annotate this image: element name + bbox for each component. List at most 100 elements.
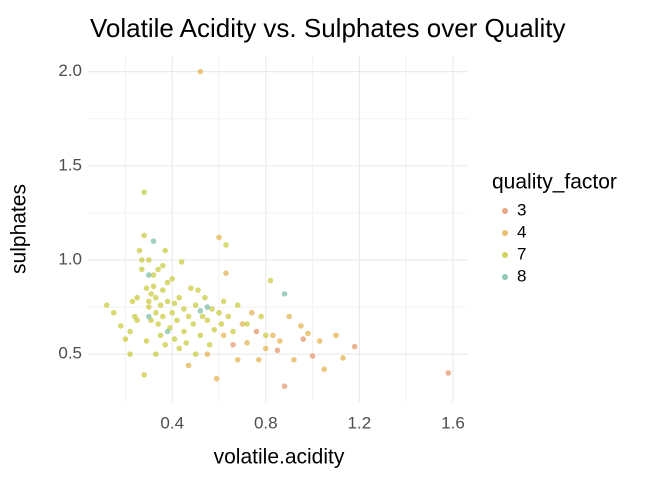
point — [263, 345, 269, 352]
point — [211, 326, 218, 333]
point — [192, 351, 199, 357]
point — [164, 298, 171, 305]
point — [300, 336, 307, 342]
y-tick-label: 2.0 — [58, 61, 82, 80]
point — [169, 309, 176, 316]
point — [216, 309, 222, 316]
point — [146, 313, 152, 320]
point — [204, 317, 211, 324]
point — [181, 306, 187, 312]
point — [143, 338, 150, 344]
point — [176, 294, 183, 301]
point — [171, 300, 178, 307]
point — [263, 332, 269, 339]
point — [160, 287, 166, 293]
point — [190, 321, 197, 327]
point — [244, 321, 250, 327]
point — [223, 242, 229, 248]
point — [216, 234, 222, 241]
point — [321, 366, 328, 373]
point — [234, 357, 241, 363]
point — [174, 317, 180, 324]
point — [136, 247, 143, 254]
point — [204, 304, 211, 310]
point — [160, 313, 166, 320]
legend-label: 8 — [517, 266, 526, 285]
point — [286, 313, 292, 320]
point — [223, 270, 229, 276]
point — [150, 272, 157, 278]
point — [197, 68, 204, 75]
point — [155, 266, 161, 273]
point — [134, 317, 140, 324]
point — [141, 189, 147, 195]
point — [146, 298, 152, 305]
point — [281, 291, 288, 297]
legend-title: quality_factor — [492, 171, 617, 194]
point — [155, 321, 161, 327]
legend-marker — [502, 252, 508, 258]
y-tick-label: 0.5 — [58, 344, 82, 363]
x-tick-label: 1.6 — [441, 413, 465, 432]
point — [148, 291, 154, 297]
point — [204, 351, 211, 357]
point — [162, 247, 169, 254]
point — [230, 328, 236, 335]
point — [153, 351, 159, 357]
y-axis-title: sulphates — [8, 184, 31, 274]
legend-marker — [502, 230, 508, 236]
point — [281, 383, 288, 389]
legend-marker — [502, 208, 508, 214]
point — [150, 238, 157, 244]
legend-label: 4 — [517, 222, 526, 241]
point — [206, 341, 213, 348]
point — [139, 266, 145, 273]
chart-title: Volatile Acidity vs. Sulphates over Qual… — [90, 13, 565, 43]
point — [178, 259, 185, 265]
point — [316, 338, 323, 344]
point — [220, 298, 227, 305]
point — [143, 285, 150, 292]
point — [195, 287, 201, 293]
y-tick-label: 1.5 — [58, 155, 82, 174]
y-tick-label: 1.0 — [58, 249, 82, 268]
point — [445, 370, 452, 376]
legend-label: 3 — [517, 200, 526, 219]
point — [234, 302, 241, 308]
point — [110, 309, 117, 316]
point — [230, 341, 236, 348]
point — [139, 257, 145, 263]
point — [213, 375, 220, 382]
point — [258, 313, 264, 320]
point — [162, 341, 169, 348]
point — [209, 306, 215, 312]
point — [305, 330, 311, 337]
point — [248, 309, 255, 316]
point — [333, 332, 339, 339]
point — [103, 302, 110, 308]
point — [117, 323, 124, 329]
point — [202, 294, 208, 301]
point — [157, 302, 164, 308]
point — [298, 323, 304, 329]
legend-label: 7 — [517, 244, 526, 263]
point — [340, 355, 346, 361]
point — [127, 351, 133, 357]
point — [129, 298, 136, 305]
point — [185, 313, 192, 320]
point — [267, 277, 274, 284]
point — [188, 285, 194, 292]
point — [197, 332, 204, 339]
point — [239, 321, 246, 327]
x-axis-title: volatile.acidity — [214, 446, 345, 469]
point — [153, 309, 159, 316]
point — [274, 347, 281, 354]
point — [291, 357, 297, 363]
point — [160, 262, 166, 269]
point — [255, 357, 262, 363]
point — [141, 232, 147, 239]
point — [134, 294, 140, 301]
point — [146, 272, 152, 278]
